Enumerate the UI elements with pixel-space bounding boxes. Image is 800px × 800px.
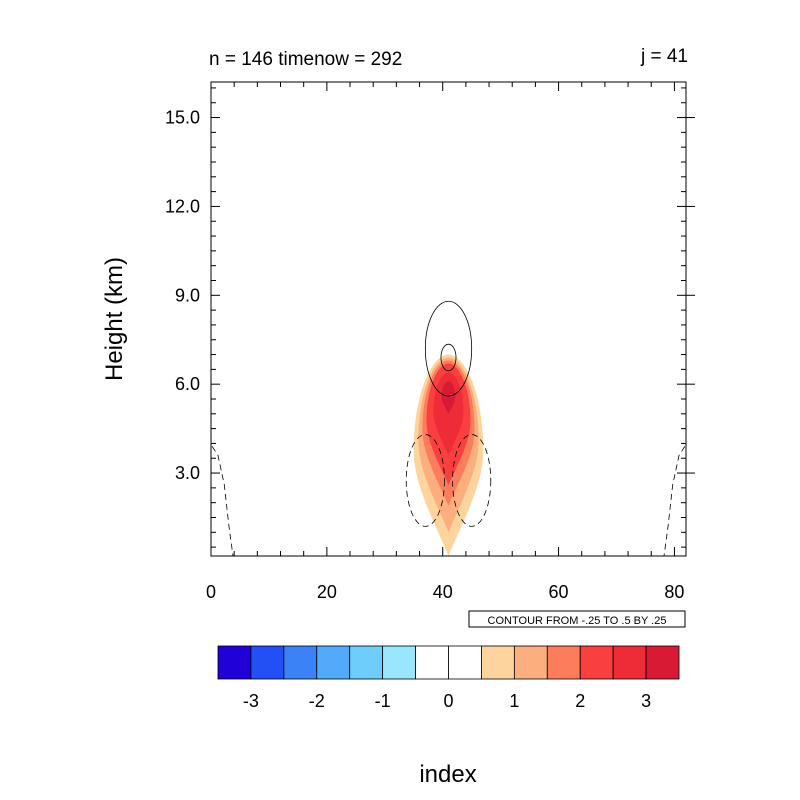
colorbar-swatch-6 <box>415 645 449 680</box>
line-contour-3 <box>452 434 492 527</box>
colorbar-swatch-13 <box>645 645 680 680</box>
colorbar-swatch-12 <box>612 645 647 680</box>
y-tick-label: 15.0 <box>165 108 200 128</box>
colorbar-label: 1 <box>509 691 519 711</box>
colorbar-swatch-4 <box>349 645 384 680</box>
y-tick-label: 3.0 <box>175 463 200 483</box>
contour-info-text: CONTOUR FROM -.25 TO .5 BY .25 <box>488 615 667 627</box>
colorbar-swatch-2 <box>283 645 318 680</box>
axis-ticks: 0 20 40 60 80 3.0 6.0 9.0 12.0 15.0 <box>165 82 695 602</box>
colorbar-label: 2 <box>575 691 585 711</box>
y-tick-label: 9.0 <box>175 285 200 305</box>
line-contour-0 <box>424 300 473 397</box>
colorbar-swatch-7 <box>448 645 482 680</box>
colorbar: -3 -2 -1 0 1 2 3 <box>217 645 680 711</box>
colorbar-swatch-9 <box>513 645 548 680</box>
filled-contours <box>413 354 484 556</box>
title-left: n = 146 timenow = 292 <box>209 49 402 70</box>
colorbar-swatch-3 <box>316 645 351 680</box>
colorbar-label: -1 <box>375 691 391 711</box>
plot-frame <box>210 81 687 557</box>
colorbar-label: 0 <box>443 691 453 711</box>
y-tick-label: 12.0 <box>165 196 200 216</box>
line-contours <box>211 300 686 556</box>
x-tick-label: 60 <box>549 582 569 602</box>
x-axis-label: index <box>419 761 476 788</box>
colorbar-label: -2 <box>309 691 325 711</box>
colorbar-swatch-5 <box>382 645 416 680</box>
contour-info-box <box>468 610 686 628</box>
y-axis-label: Height (km) <box>101 257 128 381</box>
line-contour-5 <box>663 446 686 556</box>
filled-contour-5 <box>441 381 456 414</box>
x-tick-label: 0 <box>206 582 216 602</box>
line-contour-2 <box>405 434 445 527</box>
line-contour-4 <box>211 446 234 556</box>
colorbar-swatch-8 <box>481 645 515 680</box>
y-tick-label: 6.0 <box>175 374 200 394</box>
colorbar-swatch-0 <box>217 645 252 680</box>
line-contour-1 <box>440 343 457 372</box>
title-right: j = 41 <box>640 46 688 67</box>
colorbar-label: -3 <box>243 691 259 711</box>
colorbar-swatch-10 <box>546 645 581 680</box>
x-tick-label: 40 <box>433 582 453 602</box>
colorbar-swatch-11 <box>579 645 614 680</box>
x-tick-label: 80 <box>664 582 684 602</box>
x-tick-label: 20 <box>317 582 337 602</box>
colorbar-label: 3 <box>641 691 651 711</box>
colorbar-swatch-1 <box>250 645 285 680</box>
